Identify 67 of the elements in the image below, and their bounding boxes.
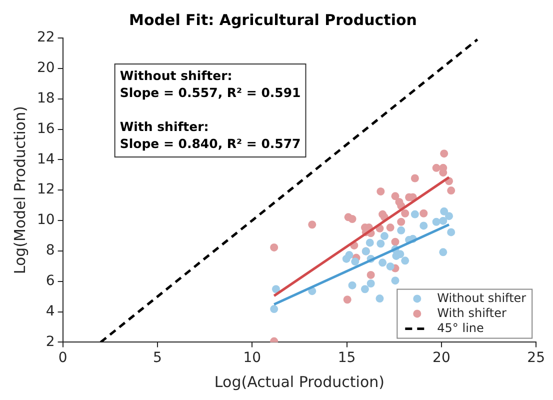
point [410, 210, 419, 218]
point [401, 209, 410, 218]
y-tick-label: 22 [36, 30, 55, 46]
point [366, 279, 375, 288]
chart-title: Model Fit: Agricultural Production [129, 10, 417, 29]
x-tick-label: 10 [243, 350, 262, 366]
x-axis-title: Log(Actual Production) [214, 372, 384, 391]
point [345, 251, 354, 260]
y-tick-label: 18 [36, 90, 55, 106]
x-tick-label: 20 [432, 350, 450, 366]
y-tick-label: 16 [36, 120, 55, 137]
point [360, 285, 369, 294]
annotation: Slope = 0.840, R² = 0.577 [120, 136, 301, 151]
point [378, 258, 387, 267]
point [447, 228, 456, 236]
point [410, 174, 419, 182]
point [380, 232, 388, 240]
point [420, 209, 428, 218]
point [439, 248, 448, 256]
legend-label: With shifter [437, 306, 507, 320]
point [391, 276, 400, 285]
point [401, 256, 410, 265]
point [343, 296, 352, 304]
point [270, 305, 278, 314]
annotation: Without shifter: [120, 68, 232, 83]
point [348, 281, 356, 290]
point [376, 240, 385, 248]
point [439, 216, 448, 225]
point [440, 150, 448, 158]
annotation: Slope = 0.557, R² = 0.591 [120, 84, 301, 100]
point [397, 218, 406, 226]
y-tick-label: 10 [36, 212, 55, 228]
point [440, 207, 448, 216]
point [348, 215, 356, 223]
point [386, 262, 394, 270]
x-tick-label: 25 [527, 350, 546, 366]
y-tick-label: 12 [36, 182, 55, 198]
y-axis-title: Log(Model Production) [10, 106, 29, 274]
point [432, 164, 440, 172]
point [270, 243, 278, 252]
point [397, 226, 406, 234]
y-tick-label: 4 [46, 303, 55, 320]
y-tick-label: 8 [46, 242, 55, 259]
point [420, 222, 428, 230]
y-tick-label: 2 [46, 334, 55, 350]
x-tick-label: 0 [58, 350, 68, 366]
point [447, 186, 456, 195]
point [391, 192, 400, 200]
legend-label: 45° line [437, 320, 484, 335]
point [366, 238, 374, 247]
point [376, 187, 385, 196]
point [391, 238, 400, 246]
point [308, 220, 316, 229]
point [351, 258, 360, 266]
point [432, 218, 440, 226]
point [366, 270, 375, 279]
legend-label: Without shifter [437, 290, 526, 305]
point [386, 224, 394, 232]
y-tick-label: 6 [46, 273, 55, 289]
y-tick-label: 14 [36, 151, 55, 168]
x-tick-label: 15 [338, 350, 356, 366]
y-tick-label: 20 [36, 60, 55, 76]
point [445, 212, 454, 220]
annotation: With shifter: [120, 118, 209, 134]
point [272, 285, 280, 294]
point [376, 294, 384, 303]
x-tick-label: 5 [153, 350, 162, 366]
